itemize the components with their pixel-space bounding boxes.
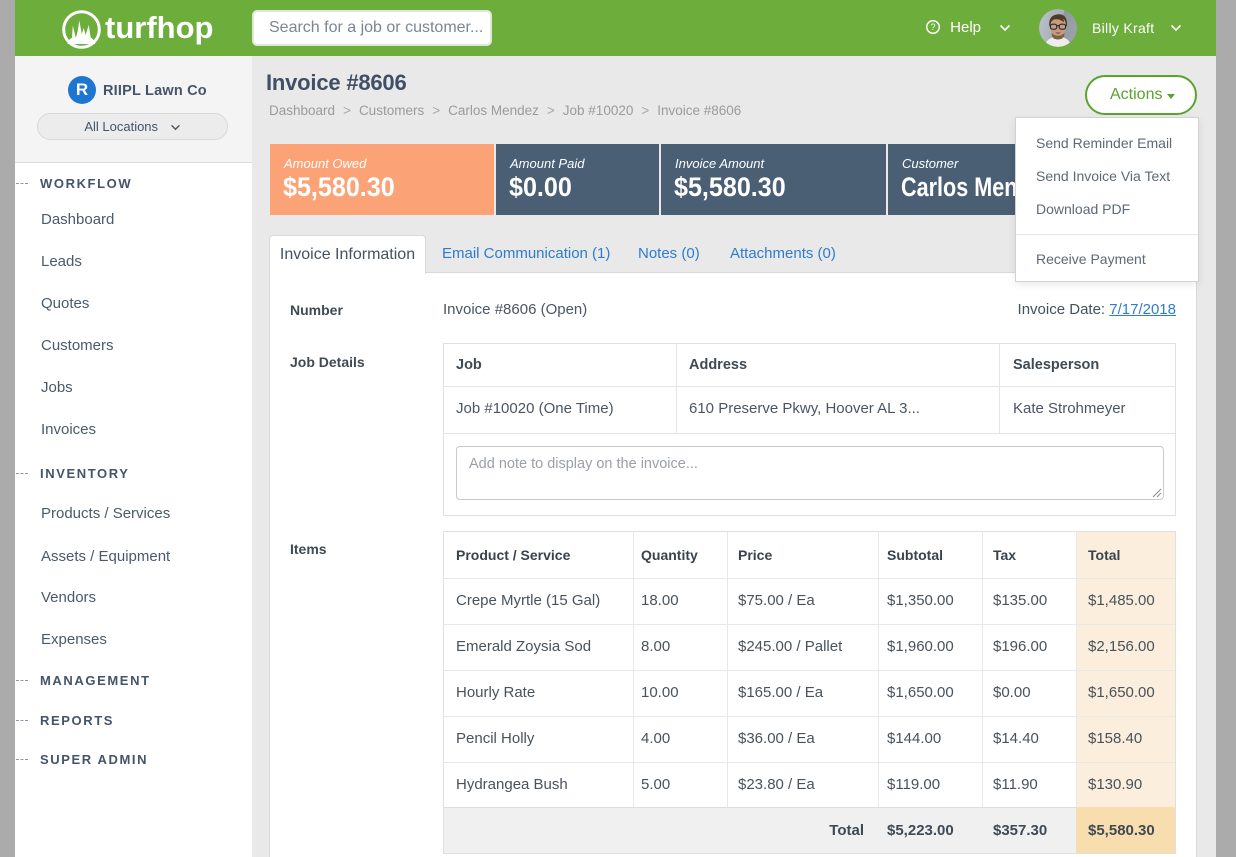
svg-text:?: ?	[930, 22, 935, 32]
